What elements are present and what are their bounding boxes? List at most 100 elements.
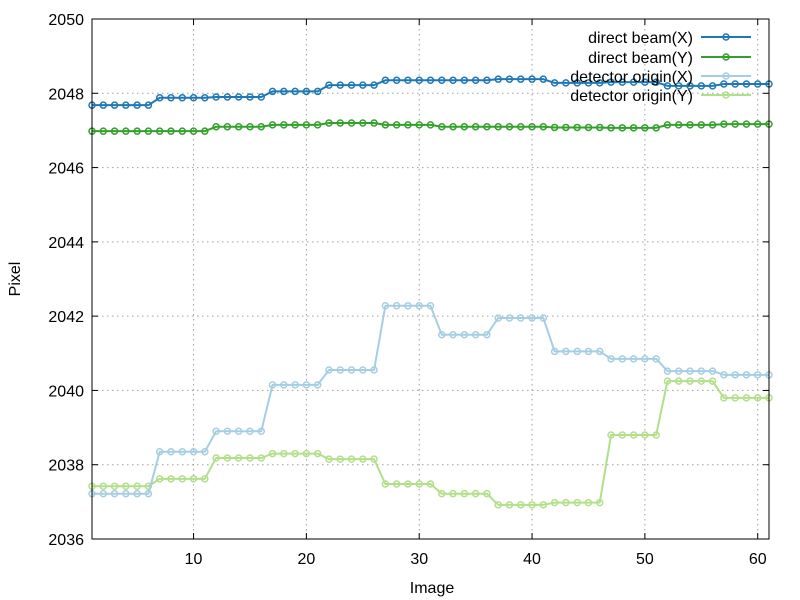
data-point bbox=[246, 93, 254, 101]
data-point bbox=[133, 127, 141, 135]
data-point bbox=[505, 75, 514, 83]
data-point bbox=[144, 101, 153, 109]
data-point bbox=[370, 81, 378, 89]
data-point bbox=[99, 127, 108, 135]
data-point bbox=[167, 475, 175, 483]
data-point bbox=[618, 124, 627, 132]
data-point bbox=[246, 122, 254, 131]
data-point bbox=[607, 431, 615, 439]
data-point bbox=[313, 87, 322, 96]
data-point bbox=[483, 76, 491, 85]
data-point bbox=[517, 501, 525, 509]
data-point bbox=[618, 355, 627, 363]
data-point bbox=[178, 475, 187, 483]
data-point bbox=[471, 330, 480, 339]
data-point bbox=[641, 355, 649, 363]
data-point bbox=[167, 93, 175, 102]
data-point bbox=[720, 371, 728, 379]
data-point bbox=[460, 76, 469, 85]
data-point bbox=[359, 119, 367, 127]
data-point bbox=[122, 127, 130, 135]
data-point bbox=[404, 480, 412, 488]
data-point bbox=[178, 127, 187, 135]
x-tick-label: 10 bbox=[185, 551, 203, 568]
data-point bbox=[584, 79, 593, 87]
x-tick-label: 40 bbox=[523, 551, 541, 568]
data-point bbox=[720, 394, 728, 402]
y-tick-label: 2040 bbox=[48, 383, 84, 400]
data-point bbox=[629, 78, 638, 86]
data-point bbox=[438, 489, 446, 498]
data-point bbox=[302, 121, 311, 129]
legend-entry: detector origin(Y) bbox=[570, 88, 751, 105]
data-point bbox=[415, 121, 423, 129]
data-point bbox=[449, 122, 457, 131]
data-point bbox=[268, 449, 277, 458]
data-point bbox=[291, 121, 299, 129]
data-point bbox=[505, 501, 514, 509]
data-point bbox=[144, 127, 153, 135]
data-point bbox=[291, 87, 299, 96]
data-point bbox=[133, 482, 141, 491]
data-point bbox=[426, 121, 435, 129]
data-point bbox=[438, 122, 446, 131]
data-point bbox=[302, 87, 311, 96]
data-point bbox=[460, 122, 469, 131]
data-point bbox=[415, 480, 423, 488]
data-point bbox=[201, 447, 209, 456]
data-point bbox=[223, 454, 232, 462]
data-point bbox=[415, 301, 423, 310]
data-point bbox=[528, 75, 536, 83]
axis-ticks: 10 20 30 40 50 60 2036 2038 2040 2042 2044 2046 2048… bbox=[48, 12, 769, 568]
data-point bbox=[607, 78, 615, 86]
data-point bbox=[708, 121, 717, 129]
legend-entry: direct beam(X) bbox=[588, 30, 751, 47]
data-point bbox=[720, 80, 728, 88]
data-point bbox=[720, 120, 728, 128]
data-point bbox=[426, 480, 435, 488]
data-point bbox=[641, 124, 649, 132]
data-point bbox=[336, 81, 344, 89]
data-point bbox=[663, 121, 672, 129]
data-point bbox=[708, 377, 717, 385]
data-point bbox=[517, 75, 525, 83]
data-point bbox=[641, 431, 649, 439]
data-point bbox=[223, 122, 232, 131]
data-point bbox=[596, 347, 604, 356]
data-point bbox=[178, 93, 187, 102]
data-point bbox=[201, 93, 209, 102]
data-point bbox=[471, 76, 480, 85]
data-point bbox=[753, 120, 762, 128]
data-point bbox=[460, 489, 469, 498]
data-point bbox=[370, 119, 378, 127]
data-point bbox=[697, 82, 706, 90]
data-point bbox=[494, 501, 502, 509]
data-point bbox=[505, 122, 514, 131]
data-point bbox=[663, 82, 672, 90]
data-point bbox=[347, 119, 356, 127]
data-point bbox=[731, 394, 739, 402]
data-point bbox=[686, 82, 694, 90]
data-point bbox=[528, 122, 536, 131]
data-point bbox=[517, 122, 525, 131]
data-point bbox=[359, 81, 367, 89]
data-point bbox=[697, 367, 706, 375]
data-point bbox=[291, 449, 299, 458]
data-point bbox=[618, 431, 627, 439]
data-point bbox=[483, 122, 491, 131]
data-point bbox=[404, 76, 412, 85]
data-point bbox=[99, 482, 108, 491]
data-point bbox=[584, 347, 593, 356]
data-point bbox=[347, 455, 356, 463]
data-point bbox=[471, 489, 480, 498]
data-point bbox=[505, 314, 514, 322]
data-point bbox=[471, 122, 480, 131]
data-point bbox=[370, 366, 378, 374]
data-point bbox=[325, 455, 333, 463]
y-tick-label: 2038 bbox=[48, 458, 84, 475]
data-point bbox=[189, 447, 198, 456]
data-point bbox=[438, 330, 446, 339]
data-point bbox=[674, 377, 683, 385]
data-point bbox=[155, 447, 164, 456]
data-point bbox=[392, 480, 401, 488]
